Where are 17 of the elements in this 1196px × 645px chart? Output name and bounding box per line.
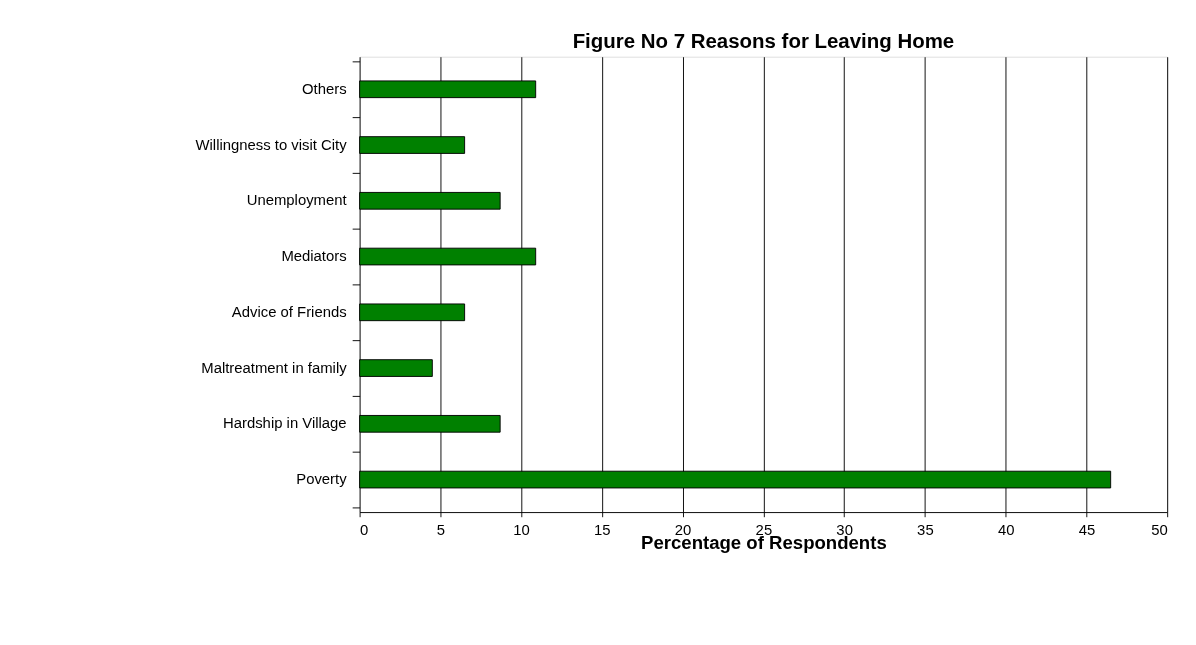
y-tick-label: Unemployment bbox=[246, 192, 348, 209]
x-tick-label: 15 bbox=[594, 521, 611, 538]
x-tick-label: 5 bbox=[436, 521, 445, 538]
x-tick-label: 40 bbox=[997, 521, 1015, 538]
y-tick-label: Mediators bbox=[281, 248, 347, 265]
x-tick-label: 50 bbox=[1151, 521, 1168, 538]
x-tick-label: 45 bbox=[1078, 521, 1096, 538]
x-tick-label: 10 bbox=[513, 521, 530, 538]
y-tick-label: Others bbox=[302, 80, 347, 97]
chart-title: Figure No 7 Reasons for Leaving Home bbox=[572, 29, 955, 53]
y-tick-label: Willingness to visit City bbox=[195, 136, 348, 153]
x-tick-label: 0 bbox=[360, 521, 369, 538]
y-tick-label: Hardship in Village bbox=[222, 415, 347, 432]
y-tick-label: Maltreatment in family bbox=[201, 359, 348, 376]
y-tick-label: Poverty bbox=[296, 471, 348, 488]
x-tick-label: 35 bbox=[917, 521, 934, 538]
y-tick-label: Advice of Friends bbox=[231, 303, 347, 320]
